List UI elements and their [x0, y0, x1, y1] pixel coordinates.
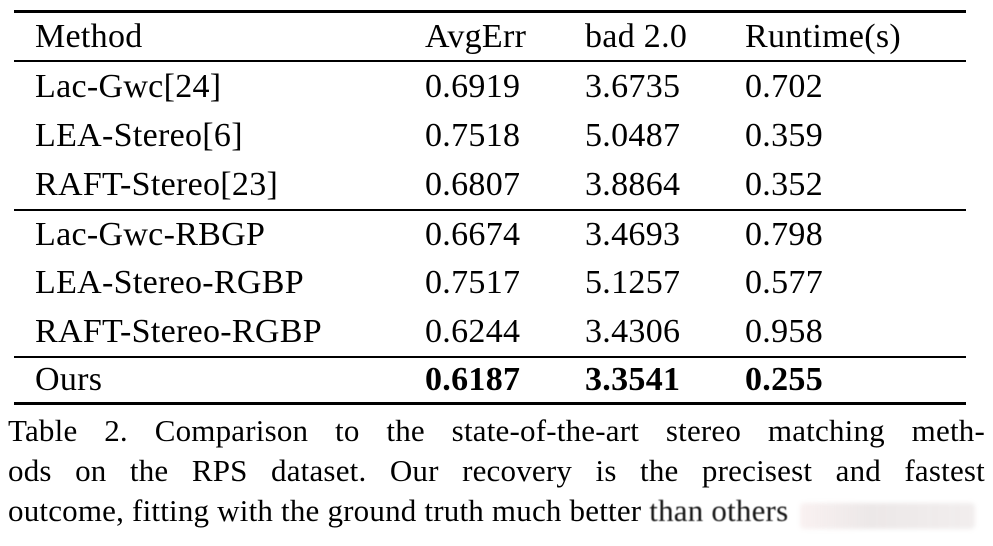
method-cell: Lac-Gwc-RBGP [35, 215, 266, 253]
table-row-ours: Ours 0.6187 3.3541 0.255 [14, 356, 966, 402]
method-cell: RAFT-Stereo[23] [35, 165, 279, 203]
method-cell: Ours [35, 361, 103, 398]
table-row: RAFT-Stereo[23] 0.6807 3.8864 0.352 [14, 160, 966, 209]
bad20-cell: 3.6735 [585, 67, 681, 105]
runtime-cell: 0.702 [745, 67, 823, 105]
table-caption: Table 2. Comparison to the state-of-the-… [8, 411, 985, 531]
caption-line-3: outcome, fitting with the ground truth m… [8, 491, 985, 531]
bad20-cell: 3.3541 [585, 361, 681, 398]
column-header-method: Method [35, 17, 143, 55]
caption-line-3-end: than others [649, 493, 789, 528]
table-row: LEA-Stereo-RGBP 0.7517 5.1257 0.577 [14, 258, 966, 307]
avgerr-cell: 0.7518 [425, 116, 521, 154]
caption-line-1: Table 2. Comparison to the state-of-the-… [8, 413, 985, 448]
method-cell: LEA-Stereo[6] [35, 116, 243, 154]
avgerr-cell: 0.7517 [425, 263, 521, 301]
bad20-cell: 3.4693 [585, 215, 681, 253]
avgerr-cell: 0.6919 [425, 67, 521, 105]
caption-line-3-start: outcome, fitting with the ground truth m… [8, 493, 650, 528]
column-header-avgerr: AvgErr [425, 17, 527, 55]
bad20-cell: 5.0487 [585, 116, 681, 154]
column-header-bad20: bad 2.0 [585, 17, 688, 55]
runtime-cell: 0.255 [745, 361, 823, 398]
table-row: Lac-Gwc[24] 0.6919 3.6735 0.702 [14, 62, 966, 111]
runtime-cell: 0.958 [745, 312, 823, 350]
table-row: Lac-Gwc-RBGP 0.6674 3.4693 0.798 [14, 209, 966, 258]
table-row: RAFT-Stereo-RGBP 0.6244 3.4306 0.958 [14, 307, 966, 356]
runtime-cell: 0.577 [745, 263, 823, 301]
table-row: LEA-Stereo[6] 0.7518 5.0487 0.359 [14, 111, 966, 160]
method-cell: LEA-Stereo-RGBP [35, 263, 304, 301]
bad20-cell: 3.4306 [585, 312, 681, 350]
avgerr-cell: 0.6674 [425, 215, 521, 253]
avgerr-cell: 0.6807 [425, 165, 521, 203]
runtime-cell: 0.352 [745, 165, 823, 203]
avgerr-cell: 0.6187 [425, 361, 521, 398]
bad20-cell: 5.1257 [585, 263, 681, 301]
method-cell: Lac-Gwc[24] [35, 67, 222, 105]
runtime-cell: 0.798 [745, 215, 823, 253]
runtime-cell: 0.359 [745, 116, 823, 154]
method-cell: RAFT-Stereo-RGBP [35, 312, 322, 350]
avgerr-cell: 0.6244 [425, 312, 521, 350]
caption-line-2: ods on the RPS dataset. Our recovery is … [8, 453, 985, 488]
bad20-cell: 3.8864 [585, 165, 681, 203]
column-header-runtime: Runtime(s) [745, 17, 901, 55]
comparison-table: Method AvgErr bad 2.0 Runtime(s) Lac-Gwc… [14, 10, 966, 405]
table-header-row: Method AvgErr bad 2.0 Runtime(s) [14, 13, 966, 62]
